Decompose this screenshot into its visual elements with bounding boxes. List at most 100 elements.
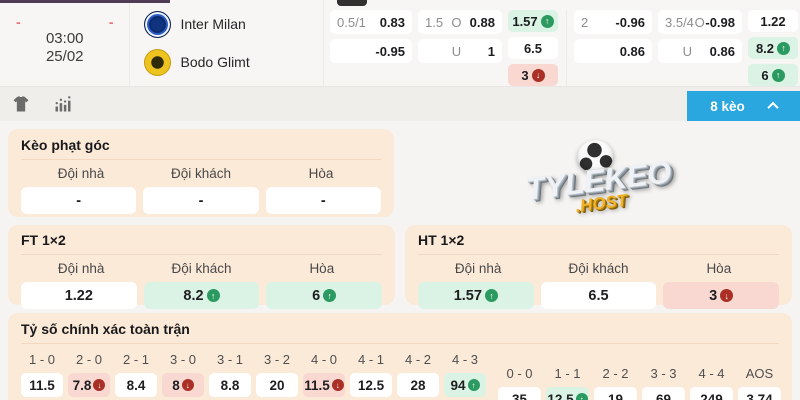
score-odds-cell[interactable]: 8.4 bbox=[115, 373, 157, 397]
keo-count-label: 8 kèo bbox=[710, 98, 745, 114]
ht-away-odds[interactable]: 6.5 bbox=[540, 282, 657, 309]
odds-value: 11.5 bbox=[29, 377, 55, 393]
score-odds-cell[interactable]: 69 bbox=[642, 387, 685, 400]
odds-cell-hdp1-away[interactable]: -0.95 bbox=[330, 39, 412, 63]
correct-score-card: Tỷ số chính xác toàn trận 1 - 011.5392 -… bbox=[8, 313, 792, 400]
odds-value: 8.2 bbox=[755, 40, 775, 56]
odds-value: - bbox=[198, 192, 204, 209]
ou-line: 3.5/4 bbox=[665, 14, 694, 30]
score-header: 2 - 2 bbox=[602, 366, 629, 381]
match-row: - - 03:00 25/02 Inter Milan Bodo Glimt 0… bbox=[0, 0, 800, 87]
hdp-line: 0.5/1 bbox=[337, 14, 366, 30]
score-column: 4 - 011.5249 bbox=[303, 346, 345, 400]
header-draw: Hòa bbox=[706, 261, 732, 276]
odds-cell-1x2b-away[interactable]: 8.2 bbox=[748, 37, 798, 59]
header-draw: Hòa bbox=[308, 166, 334, 181]
score-header: 4 - 4 bbox=[698, 366, 725, 381]
ht-1x2-card: HT 1×2 Đội nhà Đội khách Hòa 1.57 6.5 3 bbox=[405, 225, 792, 309]
score-odds-cell[interactable]: 12.5 bbox=[350, 373, 392, 397]
odds-value: 28 bbox=[410, 377, 426, 393]
score-header: 4 - 2 bbox=[404, 352, 431, 367]
match-odds-area: 0.5/1 0.83 -0.95 1.5 O 0.88 U 1 bbox=[323, 0, 800, 86]
score-odds-cell[interactable]: 94 bbox=[444, 373, 486, 397]
away-team-row[interactable]: Bodo Glimt bbox=[144, 48, 323, 76]
odds-cell-ou2-over[interactable]: 3.5/4 O -0.98 bbox=[658, 10, 742, 34]
score-odds-cell[interactable]: 28 bbox=[397, 373, 439, 397]
trend-down-icon bbox=[531, 68, 545, 82]
odds-cell-ou1-over[interactable]: 1.5 O 0.88 bbox=[418, 10, 502, 34]
ft-card-title: FT 1×2 bbox=[21, 232, 382, 255]
header-home: Đội nhà bbox=[454, 261, 502, 276]
ht-home-odds[interactable]: 1.57 bbox=[418, 282, 534, 309]
ft-home-odds[interactable]: 1.22 bbox=[21, 282, 137, 309]
score-column: 4 - 4 249 bbox=[690, 360, 733, 400]
corner-odds-card: Kèo phạt góc Đội nhà Đội khách Hòa - - - bbox=[8, 129, 394, 217]
corner-home-odds[interactable]: - bbox=[21, 187, 137, 214]
odds-cell-1x2a-away[interactable]: 6.5 bbox=[508, 37, 558, 59]
odds-value: 1.22 bbox=[64, 287, 93, 304]
odds-value: 12.5 bbox=[357, 377, 385, 393]
odds-cell-1x2b-draw[interactable]: 6 bbox=[748, 64, 798, 86]
score-odds-cell[interactable]: 11.5 bbox=[21, 373, 63, 397]
score-odds-cell[interactable]: 7.8 bbox=[68, 373, 110, 397]
corner-draw-odds[interactable]: - bbox=[265, 187, 381, 214]
odds-value: 1.22 bbox=[760, 13, 786, 29]
score-odds-cell[interactable]: 249 bbox=[690, 387, 733, 400]
odds-value: 0.88 bbox=[469, 14, 495, 30]
odds-value: 8 bbox=[172, 377, 180, 393]
score-odds-cell[interactable]: 3.74 bbox=[738, 387, 781, 400]
top-edge-strip bbox=[0, 0, 170, 3]
score-odds-cell[interactable]: 19 bbox=[594, 387, 637, 400]
odds-cell-hdp1-home[interactable]: 0.5/1 0.83 bbox=[330, 10, 412, 34]
odds-cell-1x2b-home[interactable]: 1.22 bbox=[748, 10, 798, 32]
header-away: Đội khách bbox=[170, 166, 232, 181]
hdp-line: 2 bbox=[581, 14, 589, 30]
odds-cell-1x2a-draw[interactable]: 3 bbox=[508, 64, 558, 86]
odds-value: -0.95 bbox=[375, 43, 405, 59]
stats-icon[interactable] bbox=[53, 94, 73, 114]
match-time: 03:00 bbox=[45, 30, 84, 47]
chevron-up-icon bbox=[767, 101, 779, 114]
score-odds-cell[interactable]: 8.8 bbox=[209, 373, 251, 397]
jersey-icon[interactable] bbox=[11, 94, 31, 114]
score-odds-cell[interactable]: 12.5 bbox=[546, 387, 589, 400]
odds-value: 3.74 bbox=[746, 391, 773, 400]
over-under-column-2: 3.5/4 O -0.98 U 0.86 bbox=[658, 10, 742, 86]
1x2-column-1: 1.57 6.5 3 bbox=[508, 10, 558, 86]
ft-away-odds[interactable]: 8.2 bbox=[143, 282, 260, 309]
odds-cell-1x2a-home[interactable]: 1.57 bbox=[508, 10, 558, 32]
match-time-block: - - 03:00 25/02 bbox=[0, 0, 131, 86]
score-header: 0 - 0 bbox=[506, 366, 533, 381]
odds-value: 6.5 bbox=[588, 287, 609, 304]
live-score: - - bbox=[0, 14, 129, 30]
odds-cell-hdp2-away[interactable]: 0.86 bbox=[574, 39, 652, 63]
ft-draw-odds[interactable]: 6 bbox=[266, 282, 383, 309]
score-odds-cell[interactable]: 20 bbox=[256, 373, 298, 397]
ht-draw-odds[interactable]: 3 bbox=[663, 282, 780, 309]
over-label: O bbox=[694, 14, 705, 30]
trend-up-icon bbox=[540, 14, 554, 28]
header-home: Đội nhà bbox=[57, 166, 105, 181]
score-main-columns: 1 - 011.5392 - 07.8842 - 18.4283 - 08249… bbox=[21, 346, 486, 400]
odds-value: 8.4 bbox=[126, 377, 146, 393]
score-column: 4 - 394249 bbox=[444, 346, 486, 400]
odds-cell-ou2-under[interactable]: U 0.86 bbox=[658, 39, 742, 63]
odds-group-2: 2 -0.96 0.86 3.5/4 O -0.98 U 0.86 bbox=[566, 10, 798, 86]
odds-sections: Kèo phạt góc Đội nhà Đội khách Hòa - - - bbox=[0, 121, 800, 400]
trend-up-icon bbox=[777, 41, 791, 55]
ft-1x2-card: FT 1×2 Đội nhà Đội khách Hòa 1.22 8.2 6 bbox=[8, 225, 395, 309]
score-odds-cell[interactable]: 8 bbox=[162, 373, 204, 397]
corner-away-odds[interactable]: - bbox=[143, 187, 259, 214]
score-odds-cell[interactable]: 11.5 bbox=[303, 373, 345, 397]
score-odds-cell[interactable]: 35 bbox=[498, 387, 541, 400]
odds-value: 19 bbox=[607, 391, 624, 400]
odds-value: 3 bbox=[709, 287, 718, 304]
keo-count-button[interactable]: 8 kèo bbox=[687, 91, 800, 121]
home-team-row[interactable]: Inter Milan bbox=[144, 10, 323, 38]
score-header: 4 - 1 bbox=[357, 352, 384, 367]
odds-value: 6 bbox=[761, 67, 769, 83]
odds-cell-ou1-under[interactable]: U 1 bbox=[418, 39, 502, 63]
odds-value: 94 bbox=[450, 377, 466, 393]
header-away: Đội khách bbox=[568, 261, 629, 276]
odds-cell-hdp2-home[interactable]: 2 -0.96 bbox=[574, 10, 652, 34]
